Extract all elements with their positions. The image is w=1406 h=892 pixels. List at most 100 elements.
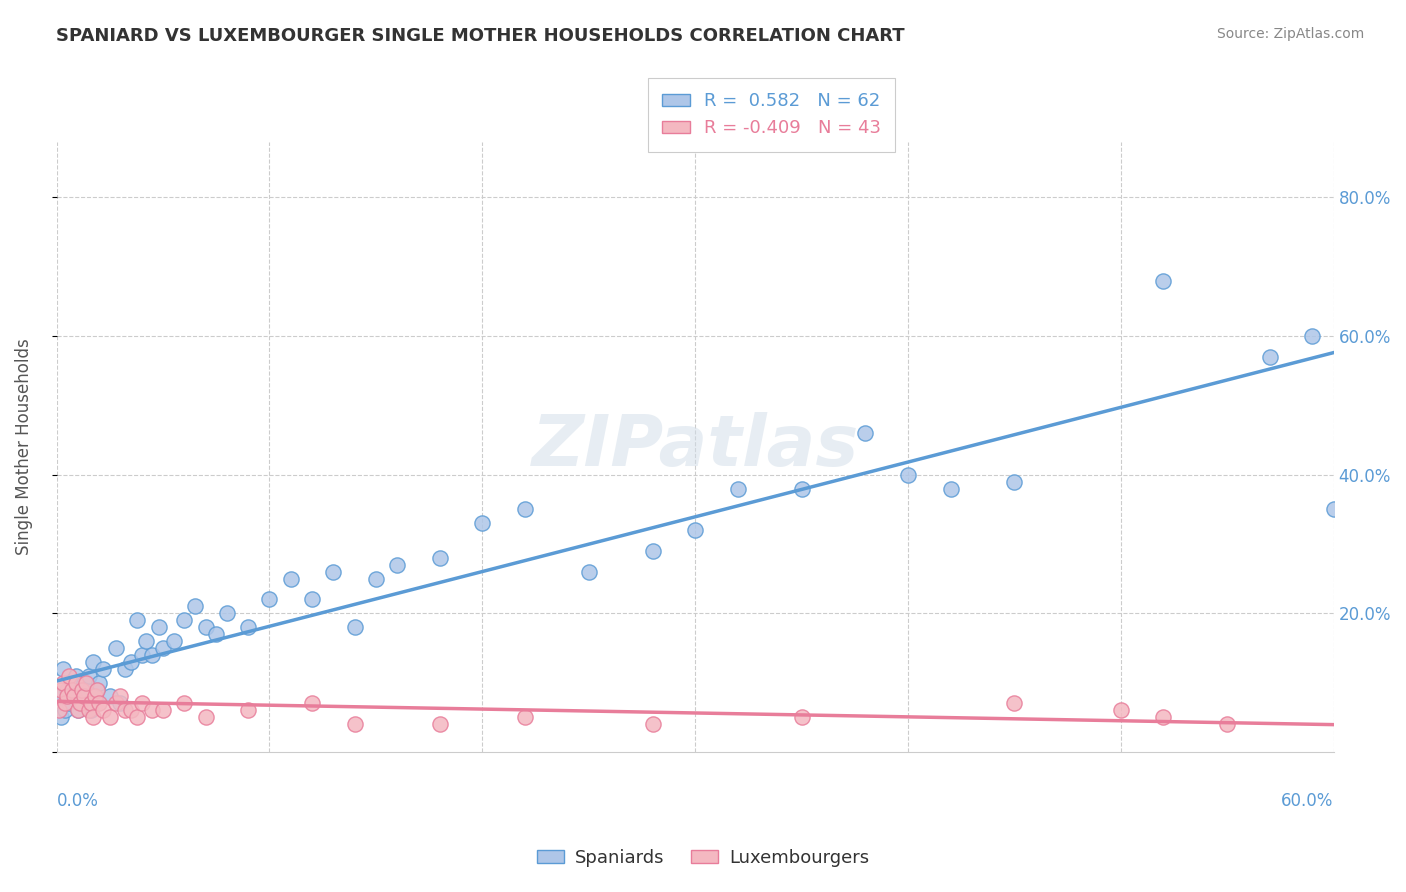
- Point: [53, 703, 76, 717]
- Point: [152, 703, 174, 717]
- Point: [58, 668, 80, 682]
- Point: [73, 675, 96, 690]
- Point: [79, 697, 101, 711]
- Point: [173, 697, 195, 711]
- Point: [93, 703, 115, 717]
- Point: [98, 690, 121, 704]
- Point: [75, 675, 97, 690]
- Point: [62, 690, 84, 704]
- Point: [238, 620, 260, 634]
- Point: [429, 550, 451, 565]
- Legend: Spaniards, Luxembourgers: Spaniards, Luxembourgers: [530, 842, 876, 874]
- Point: [471, 516, 494, 531]
- Point: [641, 544, 664, 558]
- Point: [114, 662, 136, 676]
- Text: Source: ZipAtlas.com: Source: ZipAtlas.com: [1216, 27, 1364, 41]
- Point: [790, 482, 813, 496]
- Point: [429, 717, 451, 731]
- Point: [120, 655, 142, 669]
- Point: [163, 634, 186, 648]
- Point: [53, 697, 76, 711]
- Point: [93, 662, 115, 676]
- Point: [69, 697, 91, 711]
- Point: [52, 675, 75, 690]
- Point: [65, 675, 87, 690]
- Point: [120, 703, 142, 717]
- Point: [86, 682, 108, 697]
- Point: [79, 703, 101, 717]
- Point: [84, 690, 107, 704]
- Point: [73, 690, 96, 704]
- Text: SPANIARD VS LUXEMBOURGER SINGLE MOTHER HOUSEHOLDS CORRELATION CHART: SPANIARD VS LUXEMBOURGER SINGLE MOTHER H…: [56, 27, 905, 45]
- Point: [364, 572, 387, 586]
- Point: [131, 648, 153, 662]
- Point: [60, 682, 83, 697]
- Point: [86, 682, 108, 697]
- Point: [75, 690, 97, 704]
- Point: [1301, 329, 1323, 343]
- Point: [790, 710, 813, 724]
- Point: [215, 607, 238, 621]
- Point: [56, 690, 79, 704]
- Point: [98, 710, 121, 724]
- Point: [385, 558, 408, 572]
- Point: [1002, 697, 1025, 711]
- Point: [65, 668, 87, 682]
- Point: [131, 697, 153, 711]
- Point: [578, 565, 600, 579]
- Point: [173, 613, 195, 627]
- Point: [280, 572, 302, 586]
- Point: [105, 640, 128, 655]
- Point: [301, 592, 323, 607]
- Point: [205, 627, 228, 641]
- Text: ZIPatlas: ZIPatlas: [531, 412, 859, 482]
- Point: [184, 599, 207, 614]
- Point: [727, 482, 749, 496]
- Point: [152, 640, 174, 655]
- Point: [114, 703, 136, 717]
- Point: [259, 592, 281, 607]
- Point: [58, 697, 80, 711]
- Point: [127, 613, 149, 627]
- Point: [84, 690, 107, 704]
- Point: [141, 703, 163, 717]
- Point: [82, 710, 104, 724]
- Point: [62, 690, 84, 704]
- Point: [1152, 710, 1174, 724]
- Point: [135, 634, 157, 648]
- Point: [1152, 274, 1174, 288]
- Point: [77, 668, 100, 682]
- Point: [194, 620, 217, 634]
- Point: [105, 697, 128, 711]
- Point: [66, 703, 89, 717]
- Point: [69, 682, 91, 697]
- Point: [1002, 475, 1025, 489]
- Point: [1109, 703, 1132, 717]
- Point: [238, 703, 260, 717]
- Point: [322, 565, 344, 579]
- Point: [855, 425, 877, 440]
- Point: [897, 467, 920, 482]
- Point: [939, 482, 962, 496]
- Point: [127, 710, 149, 724]
- Point: [56, 682, 79, 697]
- Point: [60, 675, 83, 690]
- Point: [513, 502, 536, 516]
- Point: [343, 620, 366, 634]
- Point: [194, 710, 217, 724]
- Point: [49, 682, 72, 697]
- Text: 0.0%: 0.0%: [56, 791, 98, 810]
- Point: [148, 620, 170, 634]
- Point: [52, 662, 75, 676]
- Point: [66, 703, 89, 717]
- Point: [48, 690, 70, 704]
- Point: [513, 710, 536, 724]
- Point: [683, 523, 706, 537]
- Point: [141, 648, 163, 662]
- Point: [82, 655, 104, 669]
- Y-axis label: Single Mother Households: Single Mother Households: [15, 339, 32, 556]
- Point: [110, 690, 132, 704]
- Point: [1216, 717, 1239, 731]
- Point: [641, 717, 664, 731]
- Point: [48, 703, 70, 717]
